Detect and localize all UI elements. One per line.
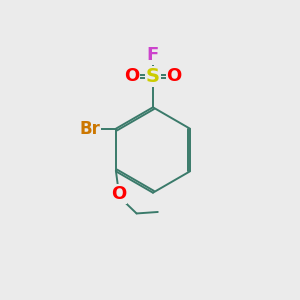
Text: O: O <box>167 68 182 85</box>
Text: O: O <box>111 185 127 203</box>
Text: F: F <box>147 46 159 64</box>
Text: Br: Br <box>79 120 100 138</box>
Text: S: S <box>146 67 160 86</box>
Text: O: O <box>124 68 140 85</box>
